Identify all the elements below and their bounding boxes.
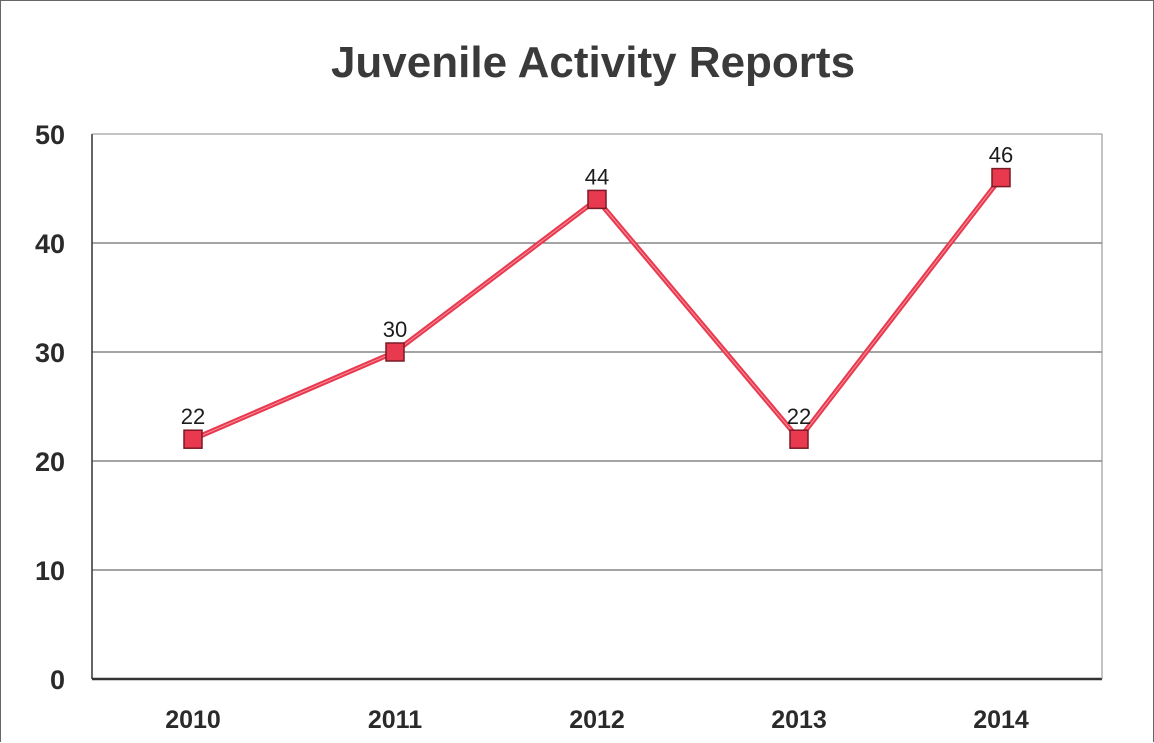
plot-area xyxy=(92,134,1102,679)
data-point-marker xyxy=(991,167,1011,188)
chart-title: Juvenile Activity Reports xyxy=(331,38,855,87)
y-tick-label: 50 xyxy=(35,120,65,150)
x-tick-label: 2013 xyxy=(771,706,827,734)
data-point-marker xyxy=(789,429,809,449)
y-tick-label: 10 xyxy=(35,556,65,586)
y-tick-label: 0 xyxy=(50,665,65,695)
x-tick-label: 2014 xyxy=(973,706,1029,734)
y-tick-label: 30 xyxy=(35,338,65,368)
data-label: 30 xyxy=(383,317,407,342)
x-tick-label: 2012 xyxy=(569,706,625,734)
data-label: 44 xyxy=(585,164,609,189)
data-label: 22 xyxy=(787,404,811,429)
data-label: 46 xyxy=(989,143,1013,168)
data-markers xyxy=(183,167,1011,449)
data-labels: 22 30 44 22 46 xyxy=(181,143,1013,430)
data-point-marker xyxy=(587,189,607,210)
axes xyxy=(91,133,1103,681)
data-point-marker xyxy=(385,342,405,362)
x-axis-ticks: 2010 2011 2012 2013 2014 xyxy=(165,706,1029,734)
x-tick-label: 2011 xyxy=(368,706,422,734)
y-tick-label: 40 xyxy=(35,229,65,259)
data-point-marker xyxy=(183,429,203,449)
x-tick-label: 2010 xyxy=(165,706,221,734)
y-axis-ticks: 0 10 20 30 40 50 xyxy=(35,120,65,695)
y-tick-label: 20 xyxy=(35,447,65,477)
data-label: 22 xyxy=(181,404,205,429)
